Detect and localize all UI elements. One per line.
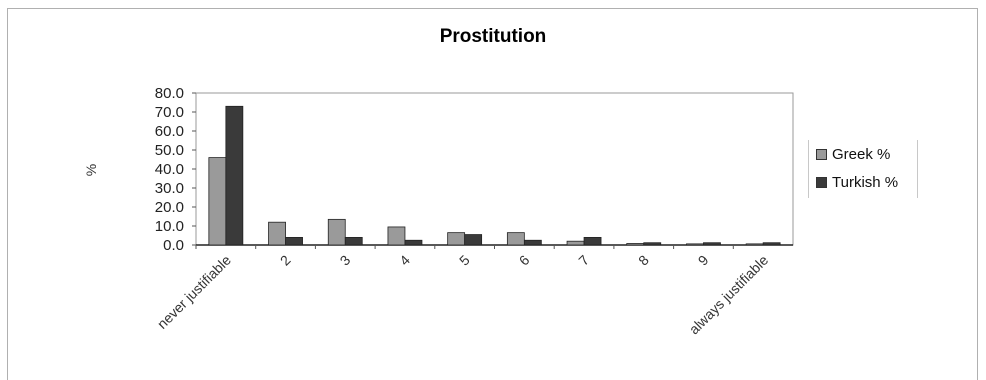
x-tick-label: 7 [575, 252, 592, 269]
legend-label-greek: Greek % [832, 146, 891, 163]
y-tick-label: 70.0 [155, 104, 184, 121]
bar-turkish [225, 105, 244, 246]
bar-greek [327, 218, 346, 246]
x-tick-label: 9 [695, 252, 712, 269]
y-tick-label: 50.0 [155, 142, 184, 159]
legend-swatch-greek [816, 149, 827, 160]
x-tick-label: always justifiable [686, 252, 772, 338]
y-tick-label: 40.0 [155, 161, 184, 178]
bar-greek [686, 243, 704, 246]
x-tick-label: 8 [635, 252, 652, 269]
x-tick-label: 2 [277, 252, 294, 269]
x-tick-label: 5 [456, 252, 473, 269]
y-tick-label: 80.0 [155, 85, 184, 102]
bar-greek [208, 157, 227, 246]
legend-item-turkish: Turkish % [816, 174, 898, 191]
legend-item-greek: Greek % [816, 146, 890, 163]
chart-legend: Greek % Turkish % [808, 140, 918, 198]
x-tick-label: 6 [516, 252, 533, 269]
bar-turkish [703, 242, 721, 246]
bar-greek [566, 240, 585, 246]
x-tick-label: 3 [337, 252, 354, 269]
x-tick-label: 4 [396, 252, 413, 269]
bar-turkish [762, 242, 781, 246]
y-tick-label: 10.0 [155, 218, 184, 235]
y-tick-label: 30.0 [155, 180, 184, 197]
x-tick-label: never justifiable [154, 252, 234, 332]
bar-greek [506, 232, 525, 246]
y-tick-label: 0.0 [163, 237, 184, 254]
bar-turkish [643, 242, 662, 246]
bar-turkish [523, 239, 542, 246]
legend-label-turkish: Turkish % [832, 174, 899, 191]
y-axis-title: % [83, 164, 99, 176]
chart-frame [7, 8, 978, 380]
bar-turkish [404, 239, 423, 246]
bar-greek [745, 243, 764, 246]
bar-greek [626, 243, 645, 246]
bar-turkish [344, 236, 363, 246]
y-tick-label: 60.0 [155, 123, 184, 140]
chart-title: Prostitution [440, 26, 547, 47]
bar-greek [387, 226, 406, 246]
legend-swatch-turkish [816, 177, 827, 188]
bar-greek [268, 221, 286, 246]
bar-turkish [285, 236, 303, 246]
bar-turkish [464, 234, 483, 246]
bar-greek [447, 232, 466, 246]
plot-area: 0.0 10.0 20.0 30.0 40.0 50.0 60.0 70.0 80.0 never… [154, 85, 794, 338]
y-tick-label: 20.0 [155, 199, 184, 216]
plot-border [195, 92, 794, 246]
bar-turkish [583, 236, 602, 246]
